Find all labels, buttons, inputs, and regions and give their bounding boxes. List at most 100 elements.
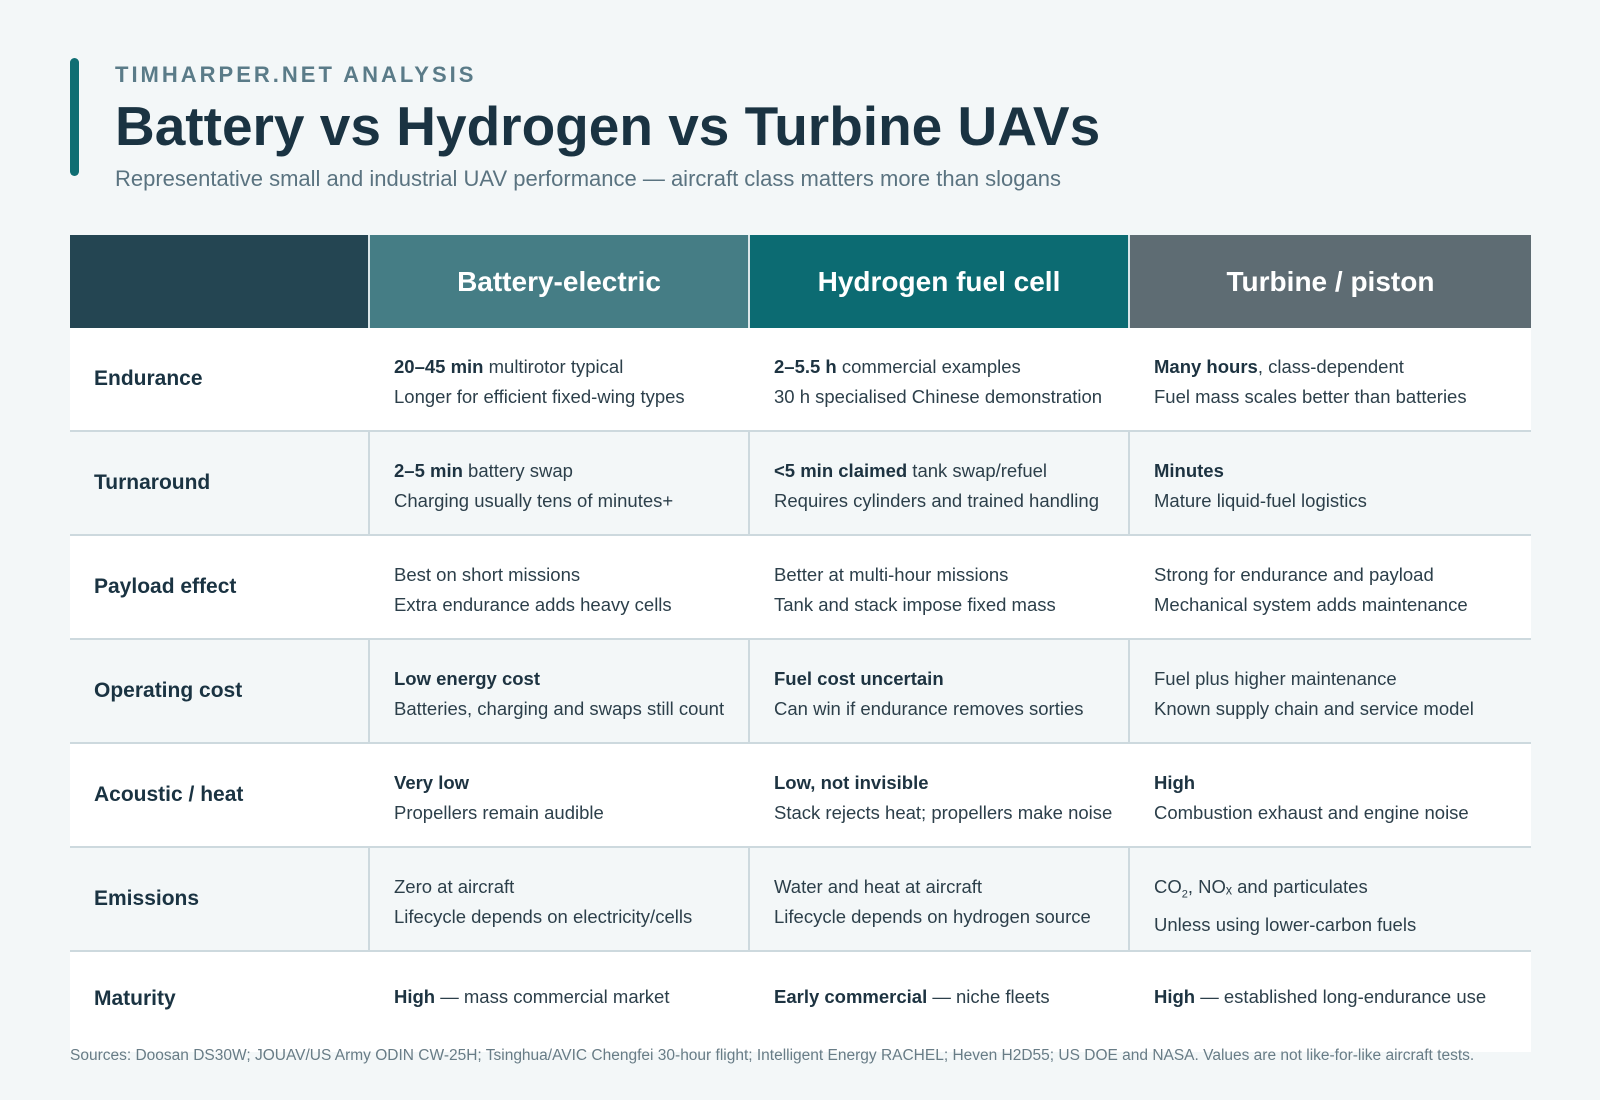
cell-text: — niche fleets [927,986,1050,1007]
table-row: Acoustic / heat Very low Propellers rema… [70,744,1531,848]
cell-text: commercial examples [836,356,1021,377]
cell-line-1: Strong for endurance and payload [1154,560,1531,590]
cell-text: Strong for endurance and payload [1154,564,1434,585]
cell-line-2: Longer for efficient fixed-wing types [394,386,685,407]
cell-line-1: Fuel plus higher maintenance [1154,664,1531,694]
cell-line-2: Tank and stack impose fixed mass [774,594,1056,615]
cell-line-1: Water and heat at aircraft [774,872,1128,902]
cell-bold: Many hours [1154,356,1258,377]
cell-line-1: Very low [394,768,748,798]
cell-text: tank swap/refuel [907,460,1048,481]
cell-battery: Best on short missions Extra endurance a… [370,536,750,638]
cell-bold: Low, not invisible [774,772,929,793]
cell-text: battery swap [462,460,573,481]
cell-text: Fuel plus higher maintenance [1154,668,1397,689]
cell-text: multirotor typical [483,356,624,377]
cell-hydrogen: Low, not invisible Stack rejects heat; p… [750,744,1130,846]
row-label: Turnaround [70,432,370,534]
cell-bold: Fuel cost uncertain [774,668,944,689]
row-label: Operating cost [70,640,370,742]
cell-line-2: Can win if endurance removes sorties [774,698,1084,719]
cell-text: , class-dependent [1257,356,1404,377]
row-label: Emissions [70,848,370,950]
cell-line-1: Better at multi-hour missions [774,560,1128,590]
cell-line-2: Stack rejects heat; propellers make nois… [774,802,1113,823]
page-subtitle: Representative small and industrial UAV … [115,166,1061,191]
cell-line-1: 2–5 min battery swap [394,456,748,486]
cell-line-2: Requires cylinders and trained handling [774,490,1099,511]
cell-bold: High [1154,986,1196,1007]
cell-hydrogen: Early commercial — niche fleets [750,952,1130,1052]
cell-bold: High [394,986,436,1007]
cell-bold: High [1154,772,1196,793]
cell-line-2: Batteries, charging and swaps still coun… [394,698,725,719]
row-label: Maturity [94,987,176,1010]
cell-hydrogen: Water and heat at aircraft Lifecycle dep… [750,848,1130,950]
cell-battery: Very low Propellers remain audible [370,744,750,846]
cell-line-2: Known supply chain and service model [1154,698,1474,719]
cell-text: Zero at aircraft [394,876,515,897]
header-cell-turbine: Turbine / piston [1130,235,1531,328]
header-cell-empty [70,235,370,328]
cell-bold: Low energy cost [394,668,540,689]
accent-bar [70,58,79,176]
cell-turbine: Strong for endurance and payload Mechani… [1130,536,1531,638]
table-row: Operating cost Low energy cost Batteries… [70,640,1531,744]
cell-hydrogen: 2–5.5 h commercial examples 30 h special… [750,328,1130,430]
cell-turbine: Fuel plus higher maintenance Known suppl… [1130,640,1531,742]
cell-text: Water and heat at aircraft [774,876,983,897]
table-row: Endurance 20–45 min multirotor typical L… [70,328,1531,432]
cell-bold: 2–5.5 h [774,356,837,377]
subscript: 2 [1181,888,1188,901]
cell-line-1: <5 min claimed tank swap/refuel [774,456,1128,486]
cell-turbine: High — established long-endurance use [1130,952,1531,1052]
cell-line-1: High — established long-endurance use [1154,982,1531,1012]
cell-bold: Very low [394,772,470,793]
header-cell-hydrogen: Hydrogen fuel cell [750,235,1130,328]
cell-turbine: Minutes Mature liquid-fuel logistics [1130,432,1531,534]
cell-line-2: Propellers remain audible [394,802,604,823]
cell-line-2: Combustion exhaust and engine noise [1154,802,1469,823]
cell-line-1: Early commercial — niche fleets [774,982,1130,1012]
cell-line-1: Many hours, class-dependent [1154,352,1531,382]
cell-line-1: Low energy cost [394,664,748,694]
cell-bold: 20–45 min [394,356,484,377]
cell-line-1: 2–5.5 h commercial examples [774,352,1128,382]
cell-line-2: Fuel mass scales better than batteries [1154,386,1467,407]
cell-line-1: Fuel cost uncertain [774,664,1128,694]
cell-line-1: Minutes [1154,456,1531,486]
cell-text: CO [1154,876,1182,897]
cell-line-2: Extra endurance adds heavy cells [394,594,672,615]
cell-line-2: Lifecycle depends on electricity/cells [394,906,693,927]
cell-hydrogen: Fuel cost uncertain Can win if endurance… [750,640,1130,742]
kicker: TIMHARPER.NET ANALYSIS [115,62,477,87]
table-header-row: Battery-electric Hydrogen fuel cell Turb… [70,235,1531,328]
cell-turbine: CO2, NOₓ and particulates Unless using l… [1130,848,1531,950]
cell-line-2: Mechanical system adds maintenance [1154,594,1468,615]
cell-text: Best on short missions [394,564,581,585]
cell-battery: Zero at aircraft Lifecycle depends on el… [370,848,750,950]
row-label: Payload effect [94,575,237,598]
cell-battery: 2–5 min battery swap Charging usually te… [370,432,750,534]
sources-note: Sources: Doosan DS30W; JOUAV/US Army ODI… [70,1047,1475,1064]
cell-line-1: Zero at aircraft [394,872,748,902]
cell-bold: Minutes [1154,460,1224,481]
row-label: Acoustic / heat [94,783,244,806]
table-row: Turnaround 2–5 min battery swap Charging… [70,432,1531,536]
cell-line-1: Best on short missions [394,560,748,590]
cell-line-2: Lifecycle depends on hydrogen source [774,906,1091,927]
cell-battery: High — mass commercial market [370,952,750,1052]
row-label: Endurance [94,367,203,390]
cell-battery: Low energy cost Batteries, charging and … [370,640,750,742]
cell-bold: <5 min claimed [774,460,908,481]
comparison-table: Battery-electric Hydrogen fuel cell Turb… [70,235,1531,1052]
cell-line-1: High — mass commercial market [394,982,750,1012]
cell-line-1: Low, not invisible [774,768,1128,798]
cell-line-1: 20–45 min multirotor typical [394,352,748,382]
cell-text: Better at multi-hour missions [774,564,1009,585]
page-title: Battery vs Hydrogen vs Turbine UAVs [115,95,1101,157]
cell-turbine: High Combustion exhaust and engine noise [1130,744,1531,846]
cell-line-2: Charging usually tens of minutes+ [394,490,674,511]
cell-text: — mass commercial market [435,986,670,1007]
header-cell-battery: Battery-electric [370,235,750,328]
